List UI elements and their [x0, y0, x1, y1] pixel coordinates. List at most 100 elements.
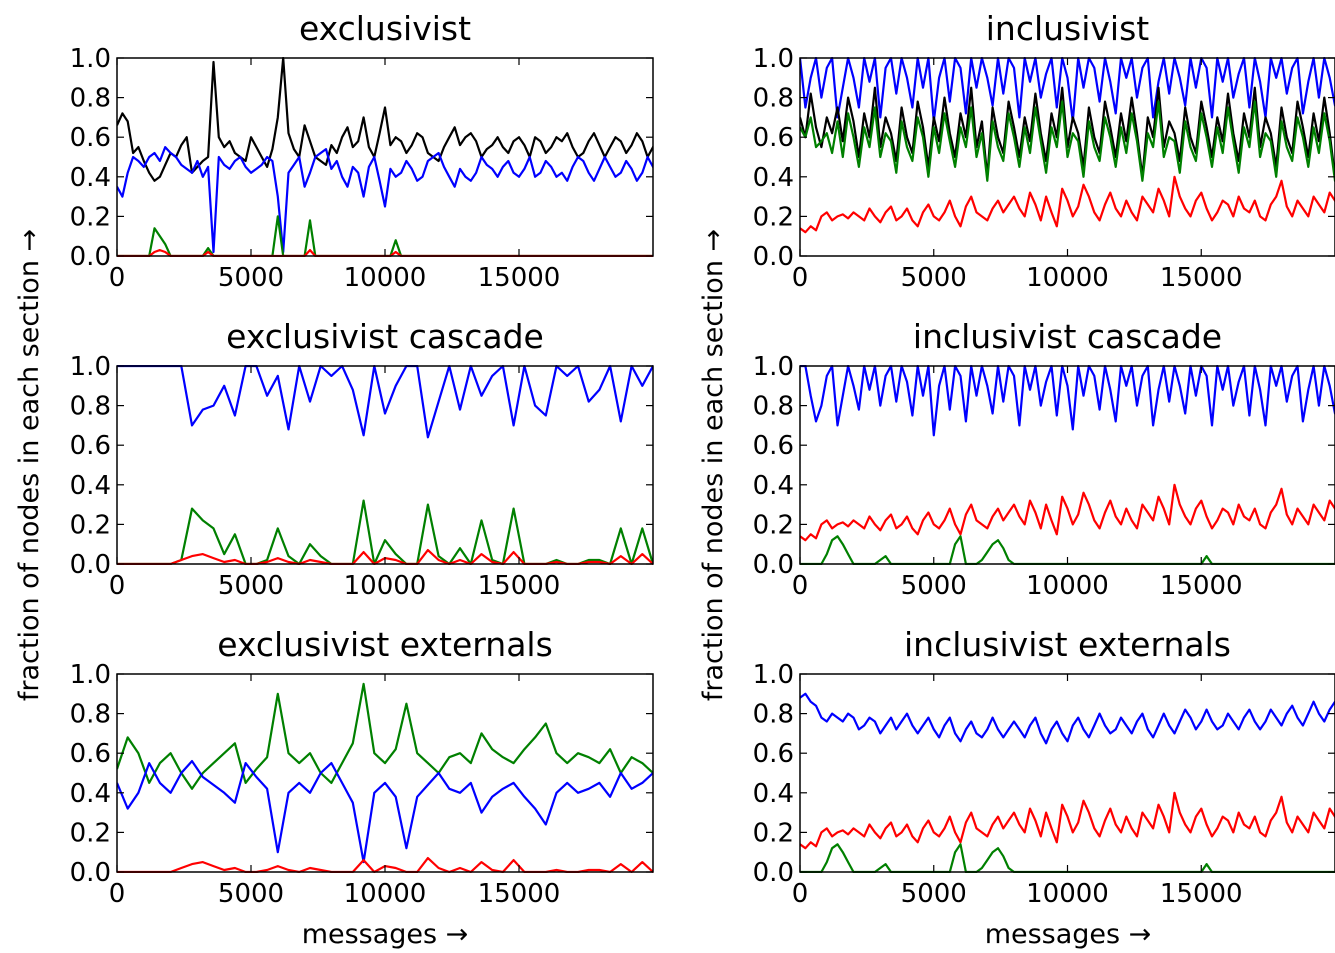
- panel-title: inclusivist: [986, 9, 1150, 48]
- y-tick-label: 1.0: [70, 660, 111, 690]
- y-tick-label: 0.6: [70, 123, 111, 153]
- x-tick-label: 0: [109, 571, 126, 601]
- y-tick-label: 0.8: [753, 392, 794, 422]
- y-tick-label: 0.4: [753, 163, 794, 193]
- panel-2: exclusivist externals 0 5000 10000 15000 0.0 0…: [70, 625, 654, 909]
- series-line-1: [117, 759, 653, 864]
- series-line-1: [117, 499, 653, 565]
- y-tick-label: 0.2: [70, 818, 111, 848]
- y-tick-label: 0.6: [753, 431, 794, 461]
- x-axis-label-right: messages →: [985, 919, 1152, 950]
- series-line-1: [800, 86, 1335, 178]
- y-tick-label: 0.2: [753, 818, 794, 848]
- x-tick-label: 5000: [218, 263, 284, 293]
- y-axis-label-left: fraction of nodes in each section →: [14, 229, 45, 701]
- y-tick-label: 0.2: [753, 202, 794, 232]
- x-tick-label: 15000: [478, 879, 561, 909]
- y-tick-label: 0.2: [70, 510, 111, 540]
- y-tick-label: 0.4: [70, 163, 111, 193]
- y-tick-label: 0.8: [753, 700, 794, 730]
- x-tick-label: 5000: [218, 571, 284, 601]
- series-line-2: [800, 843, 1335, 873]
- series-line-1: [800, 483, 1335, 542]
- y-tick-label: 0.4: [70, 779, 111, 809]
- y-tick-label: 1.0: [753, 660, 794, 690]
- panel-title: inclusivist cascade: [913, 317, 1222, 356]
- series-line-0: [117, 57, 653, 182]
- series-line-3: [800, 175, 1335, 234]
- y-tick-label: 0.6: [70, 431, 111, 461]
- panel-0: exclusivist 0 5000 10000 15000 0.0 0.2 0.4 0.6 0.…: [70, 9, 654, 293]
- y-tick-label: 0.8: [753, 84, 794, 114]
- x-tick-label: 5000: [218, 879, 284, 909]
- x-tick-label: 5000: [901, 571, 967, 601]
- x-tick-label: 15000: [1160, 879, 1243, 909]
- x-tick-label: 15000: [478, 263, 561, 293]
- chart-panels: exclusivist 0 5000 10000 15000 0.0 0.2 0.4 0.6 0.…: [70, 9, 1335, 909]
- plot-frame: [116, 57, 654, 257]
- y-tick-label: 0.4: [70, 471, 111, 501]
- y-tick-label: 0.6: [753, 123, 794, 153]
- series-line-0: [117, 365, 653, 439]
- series-line-2: [117, 548, 653, 565]
- panel-5: inclusivist externals 0 5000 10000 15000 0.0 0…: [753, 625, 1335, 909]
- y-tick-label: 0.8: [70, 84, 111, 114]
- panel-1: exclusivist cascade 0 5000 10000 15000 0.0 0.2…: [70, 317, 654, 601]
- x-tick-label: 0: [109, 879, 126, 909]
- x-tick-label: 10000: [1026, 571, 1109, 601]
- y-tick-label: 0.2: [70, 202, 111, 232]
- x-tick-label: 10000: [344, 571, 427, 601]
- x-tick-label: 15000: [478, 571, 561, 601]
- y-tick-label: 0.0: [70, 242, 111, 272]
- x-tick-label: 15000: [1160, 263, 1243, 293]
- y-tick-label: 0.2: [753, 510, 794, 540]
- series-line-0: [800, 365, 1335, 437]
- y-tick-label: 1.0: [70, 352, 111, 382]
- x-tick-label: 0: [792, 879, 809, 909]
- y-tick-label: 1.0: [753, 44, 794, 74]
- plot-frame: [799, 673, 1335, 873]
- y-tick-label: 0.8: [70, 392, 111, 422]
- x-tick-label: 10000: [1026, 263, 1109, 293]
- series-line-2: [800, 100, 1335, 182]
- series-line-2: [117, 856, 653, 873]
- y-tick-label: 0.0: [70, 858, 111, 888]
- x-tick-label: 0: [792, 571, 809, 601]
- y-tick-label: 0.4: [753, 471, 794, 501]
- y-tick-label: 0.6: [70, 739, 111, 769]
- x-tick-label: 10000: [1026, 879, 1109, 909]
- y-tick-label: 0.4: [753, 779, 794, 809]
- plot-frame: [799, 365, 1335, 565]
- y-tick-label: 0.0: [753, 858, 794, 888]
- series-line-0: [800, 57, 1335, 123]
- x-tick-label: 0: [109, 263, 126, 293]
- x-tick-label: 10000: [344, 879, 427, 909]
- x-tick-label: 0: [792, 263, 809, 293]
- x-axis-label-left: messages →: [302, 919, 469, 950]
- panel-title: inclusivist externals: [904, 625, 1231, 664]
- y-tick-label: 0.0: [753, 550, 794, 580]
- x-tick-label: 10000: [344, 263, 427, 293]
- x-tick-label: 15000: [1160, 571, 1243, 601]
- panel-4: inclusivist cascade 0 5000 10000 15000 0.0 0.2…: [753, 317, 1335, 601]
- x-tick-label: 5000: [901, 879, 967, 909]
- x-tick-label: 5000: [901, 263, 967, 293]
- series-line-1: [800, 791, 1335, 850]
- y-tick-label: 0.0: [70, 550, 111, 580]
- panel-title: exclusivist cascade: [226, 317, 544, 356]
- series-line-2: [117, 215, 653, 257]
- y-tick-label: 0.6: [753, 739, 794, 769]
- series-line-1: [117, 146, 653, 254]
- y-tick-label: 1.0: [753, 352, 794, 382]
- series-line-0: [800, 692, 1335, 745]
- y-axis-label-right: fraction of nodes in each section →: [698, 229, 729, 701]
- y-tick-label: 0.0: [753, 242, 794, 272]
- panel-3: inclusivist 0 5000 10000 15000 0.0 0.2 0.4 0.6 0.…: [753, 9, 1335, 293]
- plot-frame: [116, 673, 654, 873]
- panel-title: exclusivist: [299, 9, 471, 48]
- plot-frame: [116, 365, 654, 565]
- panel-title: exclusivist externals: [217, 625, 553, 664]
- y-tick-label: 0.8: [70, 700, 111, 730]
- series-line-2: [800, 535, 1335, 565]
